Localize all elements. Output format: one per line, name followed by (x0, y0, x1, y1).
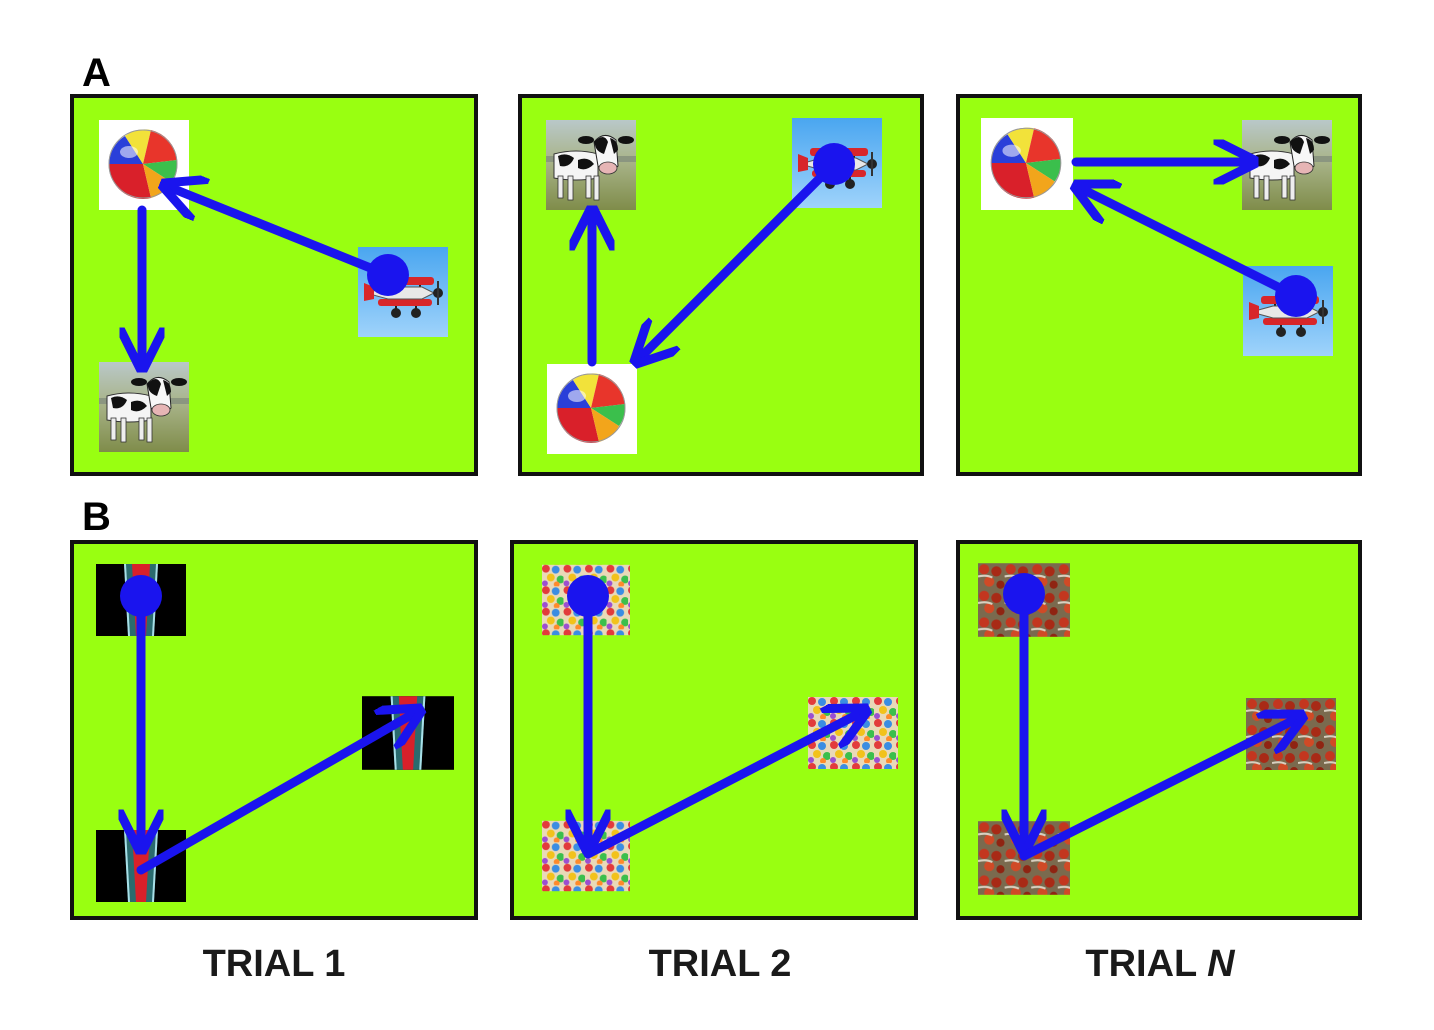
cow-stimulus (545, 120, 637, 210)
start-dot (567, 575, 609, 617)
beach-ball-stimulus (546, 364, 638, 454)
start-dot (813, 143, 855, 185)
row-b-trial-n-board (956, 540, 1362, 920)
path-arrow (136, 710, 420, 875)
row-a-trial-2-board (518, 94, 924, 476)
path-arrow (583, 710, 866, 859)
trial-n-variable: N (1207, 943, 1236, 985)
cow-stimulus (98, 362, 190, 452)
path-arrow (164, 185, 393, 280)
path-arrow (1076, 186, 1301, 301)
row-a-trial-n-board (956, 94, 1362, 476)
beach-ball-stimulus (980, 118, 1074, 210)
trial-n-label: TRIAL N (1085, 943, 1236, 985)
start-dot (1003, 573, 1045, 615)
trial-2-label: TRIAL 2 (649, 943, 792, 985)
path-arrow (1019, 716, 1302, 861)
start-dot (1275, 275, 1317, 317)
panel-label-b: B (82, 495, 111, 539)
panel-label-a: A (82, 51, 111, 95)
start-dot (120, 575, 162, 617)
row-a-trial-1-board (70, 94, 478, 476)
start-dot (367, 254, 409, 296)
trial-1-label: TRIAL 1 (203, 943, 346, 985)
path-arrow (636, 159, 839, 362)
row-b-trial-1-board (70, 540, 478, 920)
row-b-trial-2-board (510, 540, 918, 920)
trial-n-prefix: TRIAL (1085, 943, 1207, 985)
beach-ball-stimulus (98, 120, 190, 210)
